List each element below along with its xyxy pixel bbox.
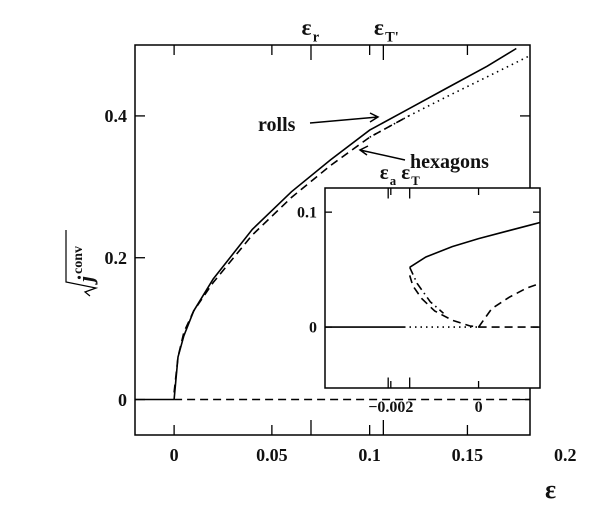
data-line <box>173 47 517 400</box>
data-line <box>477 282 541 328</box>
annotation: hexagons <box>410 151 489 173</box>
x-tick-label: 0 <box>170 445 179 465</box>
annotation-arrow <box>309 112 380 124</box>
data-line <box>409 221 541 268</box>
x-tick-label: 0.15 <box>452 445 484 465</box>
y-tick-label: 0 <box>309 320 317 337</box>
x-tick-label: 0.1 <box>358 445 381 465</box>
x-tick-label: −0.002 <box>368 399 413 416</box>
data-line <box>369 54 531 138</box>
top-marker-symbol: ε <box>301 15 311 41</box>
data-line <box>173 115 410 393</box>
annotation: rolls <box>258 114 296 136</box>
y-axis-label: j conv <box>65 230 99 297</box>
radical <box>65 230 99 297</box>
y-tick-label: 0.4 <box>105 106 128 126</box>
y-tick-label: 0.1 <box>297 205 317 222</box>
plot-frame <box>324 187 541 389</box>
top-marker-subscript: T <box>411 174 420 188</box>
top-marker-symbol: ε <box>374 15 384 41</box>
y-label-superscript: conv <box>71 246 86 274</box>
x-label: ε <box>545 475 556 504</box>
data-line <box>408 275 479 328</box>
x-tick-label: 0 <box>475 399 483 416</box>
y-tick-label: 0.2 <box>105 248 128 268</box>
top-marker-subscript: T' <box>385 29 399 45</box>
top-marker-symbol: ε <box>401 161 410 184</box>
top-marker-symbol: ε <box>380 161 389 184</box>
x-tick-label: 0.2 <box>554 445 577 465</box>
top-marker-subscript: r <box>313 29 320 45</box>
annotation-arrow <box>358 145 406 161</box>
top-marker-subscript: a <box>390 174 397 188</box>
x-tick-label: 0.05 <box>256 445 288 465</box>
y-label: j <box>73 275 98 285</box>
y-tick-label: 0 <box>118 390 127 410</box>
